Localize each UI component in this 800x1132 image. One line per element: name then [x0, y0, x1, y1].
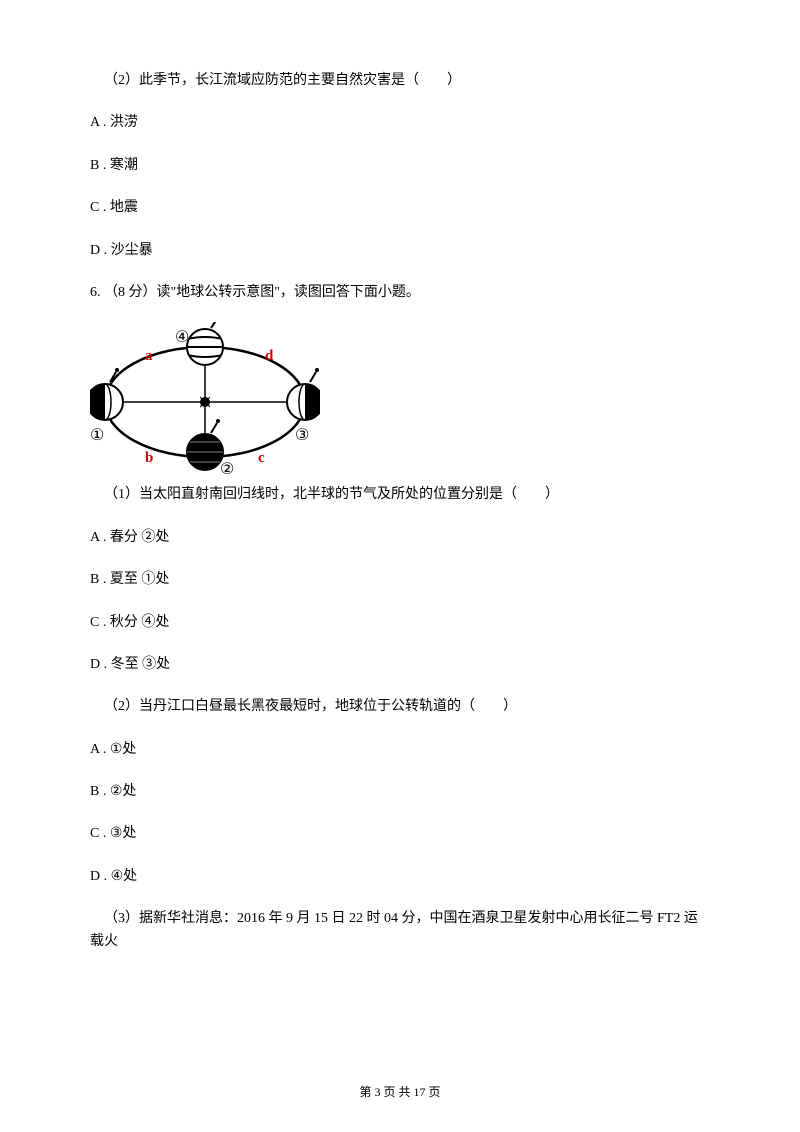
q5-sub2-option-b: B . 寒潮 [90, 155, 710, 177]
q6-sub3-text: （3）据新华社消息：2016 年 9 月 15 日 22 时 04 分，中国在酒… [90, 908, 710, 953]
q5-sub2-option-c: C . 地震 [90, 197, 710, 219]
q6-sub2-option-a: A . ①处 [90, 739, 710, 761]
svg-text:c: c [258, 450, 265, 466]
q6-sub1-option-c: C . 秋分 ④处 [90, 612, 710, 634]
q6-sub1-text: （1）当太阳直射南回归线时，北半球的节气及所处的位置分别是（ ） [90, 484, 710, 506]
q6-main: 6. （8 分）读"地球公转示意图"，读图回答下面小题。 [90, 282, 710, 304]
svg-text:②: ② [220, 461, 234, 477]
svg-text:④: ④ [175, 329, 189, 346]
q6-sub2-text: （2）当丹江口白昼最长黑夜最短时，地球位于公转轨道的（ ） [90, 696, 710, 718]
q5-sub2-text: （2）此季节，长江流域应防范的主要自然灾害是（ ） [90, 70, 710, 92]
q6-sub2-option-c: C . ③处 [90, 823, 710, 845]
q5-sub2-option-a: A . 洪涝 [90, 112, 710, 134]
q6-sub1-option-a: A . 春分 ②处 [90, 527, 710, 549]
q6-sub2-option-b: B . ②处 [90, 781, 710, 803]
q5-sub2-option-d: D . 沙尘暴 [90, 240, 710, 262]
earth-revolution-diagram: a b c d ① ② ③ ④ [90, 322, 320, 472]
svg-text:b: b [145, 450, 153, 466]
svg-text:a: a [145, 348, 153, 364]
svg-text:d: d [265, 348, 274, 364]
svg-text:①: ① [90, 427, 104, 444]
q6-sub2-option-d: D . ④处 [90, 866, 710, 888]
page-footer: 第 3 页 共 17 页 [0, 1083, 800, 1102]
q6-sub1-option-d: D . 冬至 ③处 [90, 654, 710, 676]
svg-text:③: ③ [295, 427, 309, 444]
q6-sub1-option-b: B . 夏至 ①处 [90, 569, 710, 591]
